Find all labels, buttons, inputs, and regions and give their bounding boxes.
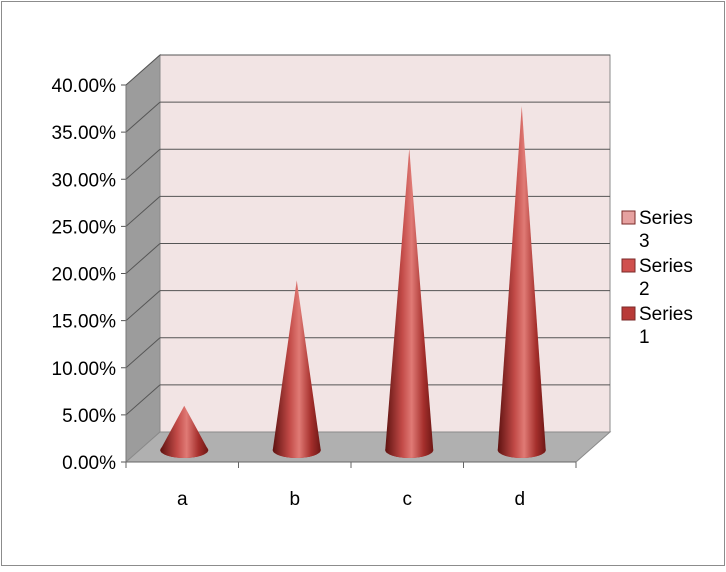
cone-bar-c xyxy=(385,148,434,458)
cone-bar-d xyxy=(497,105,546,459)
cone-bars xyxy=(160,105,546,459)
y-tick-label: 5.00% xyxy=(62,406,116,427)
gridline-side xyxy=(125,290,161,321)
legend-swatch xyxy=(621,210,636,225)
gridline-side xyxy=(125,384,161,416)
y-tick-label: 35.00% xyxy=(52,123,117,144)
x-axis: a b c d xyxy=(125,461,577,510)
legend-label: Series xyxy=(639,256,693,277)
y-tick-label: 40.00% xyxy=(52,76,117,97)
gridline-side xyxy=(125,243,161,274)
cone-bar-b xyxy=(272,280,321,458)
cone-bar-a xyxy=(160,405,209,458)
gridline-side xyxy=(125,54,161,86)
y-tick-label: 20.00% xyxy=(52,265,117,286)
y-tick-label: 30.00% xyxy=(52,170,117,191)
y-tick-label: 0.00% xyxy=(62,453,116,474)
x-tick-label: d xyxy=(514,489,525,510)
gridline-side xyxy=(125,196,161,227)
y-tick-label: 10.00% xyxy=(52,359,117,380)
legend-label-number: 2 xyxy=(639,279,650,300)
x-tick-label: c xyxy=(403,489,413,510)
y-tick-label: 25.00% xyxy=(52,217,117,238)
y-tick-label: 15.00% xyxy=(52,312,117,333)
x-tick-label: b xyxy=(289,489,300,510)
legend-swatch xyxy=(621,258,636,273)
legend-label-number: 3 xyxy=(639,231,650,252)
legend-swatch xyxy=(621,306,636,321)
gridline-side xyxy=(125,101,161,133)
x-tick-label: a xyxy=(177,489,188,510)
y-axis-ticks: 0.00% 5.00% 10.00% 15.00% 20.00% 25.00% 30.00%… xyxy=(52,76,127,474)
gridline-side xyxy=(125,337,161,369)
gridline-side xyxy=(125,148,161,180)
legend-label: Series xyxy=(639,304,693,325)
legend-label-number: 1 xyxy=(639,327,650,348)
legend-label: Series xyxy=(639,208,693,229)
gridlines xyxy=(125,54,610,416)
